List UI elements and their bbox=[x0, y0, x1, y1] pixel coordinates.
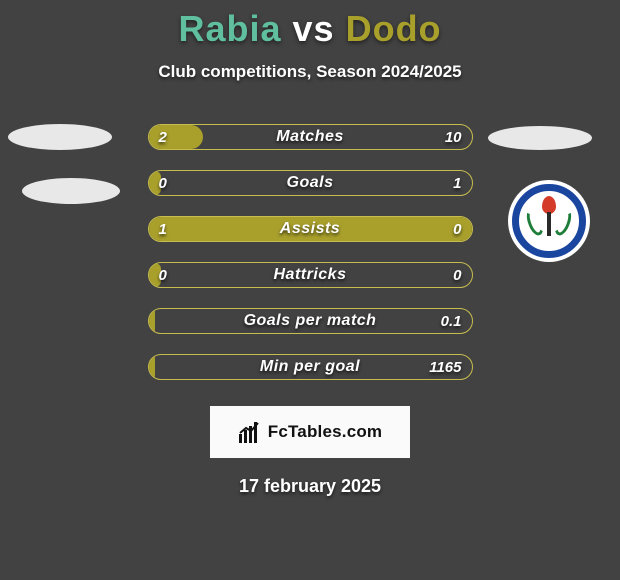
player1-name: Rabia bbox=[178, 8, 281, 49]
stat-bar: 01Goals bbox=[148, 170, 473, 196]
club-badge-icon bbox=[508, 180, 590, 262]
stat-label: Assists bbox=[149, 217, 472, 241]
stat-bar: 10Assists bbox=[148, 216, 473, 242]
subtitle: Club competitions, Season 2024/2025 bbox=[0, 62, 620, 82]
footer-attribution: FcTables.com bbox=[210, 406, 410, 458]
stat-bar: 0.1Goals per match bbox=[148, 308, 473, 334]
page-title: Rabia vs Dodo bbox=[0, 0, 620, 50]
player2-club-shape-a bbox=[488, 126, 592, 150]
stat-label: Goals per match bbox=[149, 309, 472, 333]
stat-label: Matches bbox=[149, 125, 472, 149]
stat-bar: 00Hattricks bbox=[148, 262, 473, 288]
date-text: 17 february 2025 bbox=[0, 476, 620, 497]
footer-text: FcTables.com bbox=[268, 422, 383, 442]
stat-bar: 210Matches bbox=[148, 124, 473, 150]
stats-bars: 210Matches 01Goals 10Assists 00Hattricks 0.1… bbox=[148, 124, 473, 380]
stat-label: Min per goal bbox=[149, 355, 472, 379]
player1-club-shape-b bbox=[22, 178, 120, 204]
stat-bar: 1165Min per goal bbox=[148, 354, 473, 380]
vs-text: vs bbox=[293, 8, 335, 49]
stat-label: Goals bbox=[149, 171, 472, 195]
stat-label: Hattricks bbox=[149, 263, 472, 287]
badge-torch bbox=[547, 212, 551, 236]
player2-name: Dodo bbox=[346, 8, 442, 49]
fctables-logo-icon bbox=[238, 420, 262, 444]
player1-club-shape-a bbox=[8, 124, 112, 150]
